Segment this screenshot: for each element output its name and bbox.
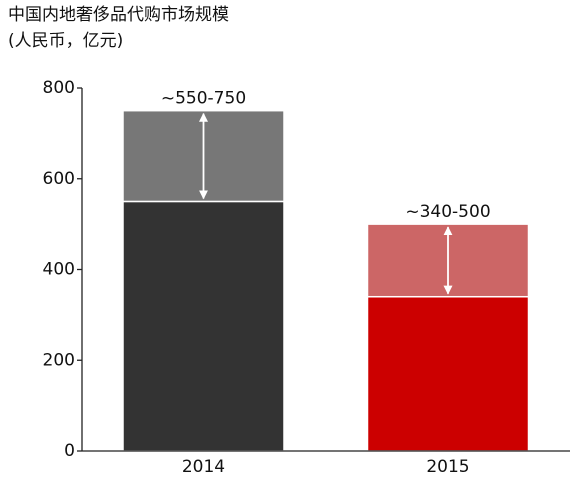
chart-subtitle: (人民币，亿元): [8, 31, 123, 51]
y-tick-label: 600: [43, 169, 75, 189]
bar-segment: [366, 295, 530, 452]
range-label: ~340-500: [405, 202, 490, 222]
chart-title: 中国内地奢侈品代购市场规模: [8, 5, 229, 25]
y-tick-label: 200: [43, 350, 75, 370]
y-tick-label: 0: [64, 441, 75, 461]
range-label: ~550-750: [161, 89, 246, 109]
y-tick-label: 400: [43, 260, 75, 280]
x-tick-label: 2015: [426, 457, 469, 477]
bar-segment: [122, 200, 285, 452]
x-tick-label: 2014: [182, 457, 225, 477]
y-tick-label: 800: [43, 78, 75, 98]
